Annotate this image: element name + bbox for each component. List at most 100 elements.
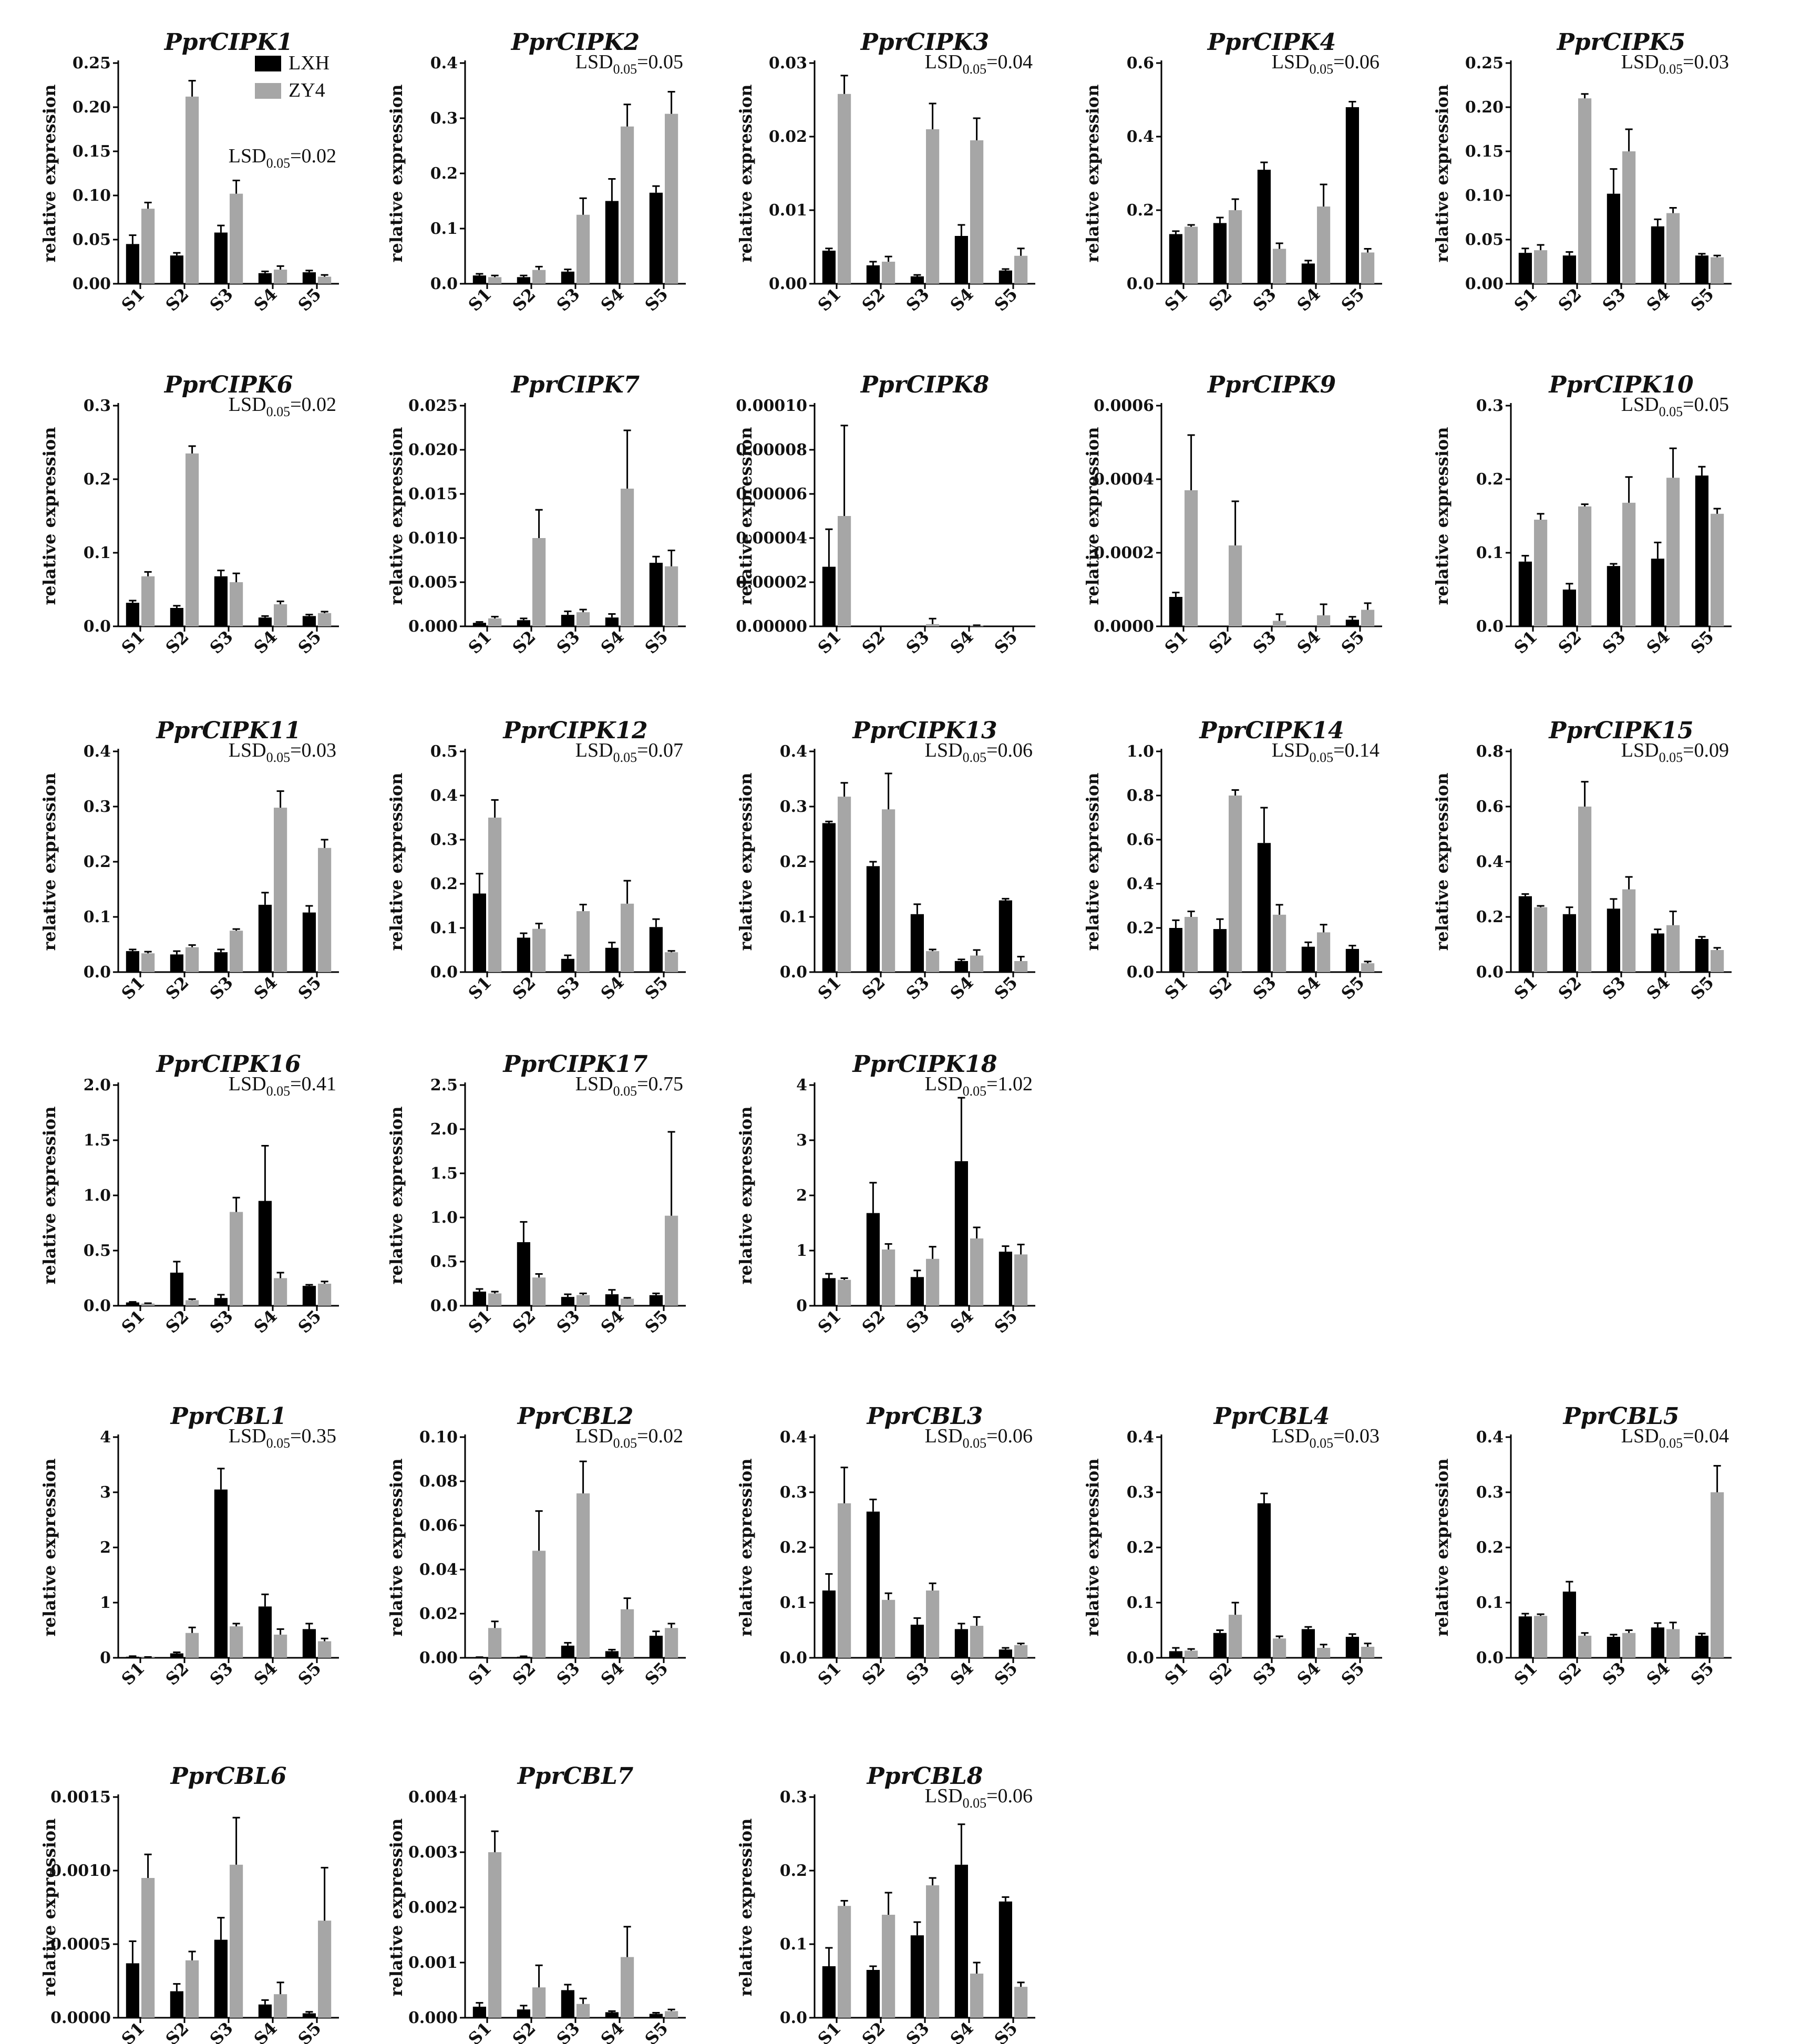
bar-lxh-s5	[1695, 939, 1708, 972]
x-tick-label: S4	[250, 2018, 281, 2044]
y-tick-label: 0.0000	[1094, 617, 1154, 636]
bar-lxh-s2	[1213, 929, 1227, 972]
bar-lxh-s1	[126, 1963, 139, 2018]
bar-lxh-s1	[822, 1278, 836, 1306]
y-tick-label: 0.3	[780, 1788, 807, 1806]
bar-lxh-s5	[998, 270, 1012, 284]
lsd-prefix: LSD	[925, 1073, 963, 1095]
panel-pprcipk18: PprCIPK18 relative expression 0 1 2 3 4 S1 S2 S3 S…	[736, 1051, 1035, 1337]
bar-lxh-s2	[1213, 223, 1227, 284]
x-tick-label: S3	[902, 973, 933, 1004]
lsd-value: =0.04	[1683, 1425, 1729, 1447]
y-tick-label: 0.1	[1476, 1594, 1504, 1612]
bar-lxh-s1	[126, 1302, 139, 1306]
x-tick-label: S3	[553, 973, 584, 1004]
y-axis-label: relative expression	[39, 427, 59, 605]
x-tick-label: S4	[946, 627, 977, 658]
y-tick-label: 0.1	[780, 908, 807, 926]
x-tick-label: S1	[1161, 973, 1192, 1004]
y-axis-label: relative expression	[1083, 773, 1103, 951]
bar-zy4-s4	[970, 1238, 984, 1306]
y-tick-label: 0.08	[419, 1472, 458, 1491]
x-tick-label: S2	[1554, 284, 1586, 315]
lsd-value: =0.05	[637, 51, 683, 73]
lsd-subscript: 0.05	[963, 1436, 987, 1451]
y-tick-label: 0.4	[1476, 853, 1504, 871]
x-tick-label: S2	[509, 627, 540, 658]
y-tick-label: 0.3	[84, 798, 111, 816]
x-tick-label: S1	[465, 2018, 496, 2044]
x-tick-label: S3	[553, 2018, 584, 2044]
y-tick-label: 0.004	[408, 1788, 458, 1806]
bar-lxh-s1	[1518, 253, 1532, 284]
bar-zy4-s1	[838, 1503, 851, 1658]
x-tick-label: S2	[858, 627, 889, 658]
bar-zy4-s4	[1666, 1629, 1680, 1658]
y-tick-label: 0.0	[780, 2009, 807, 2027]
bar-lxh-s2	[517, 277, 530, 284]
panel-pprcipk9: PprCIPK9 relative expression 0.0000 0.0002 0…	[1083, 371, 1382, 658]
y-tick-label: 0.8	[1476, 742, 1504, 761]
y-tick-label: 0.05	[1465, 231, 1504, 249]
x-tick-label: S2	[509, 2018, 540, 2044]
lsd-subscript: 0.05	[613, 1083, 637, 1099]
y-axis-label: relative expression	[736, 1459, 756, 1637]
bar-zy4-s4	[1666, 925, 1680, 972]
bar-lxh-s4	[258, 1201, 272, 1306]
bar-zy4-s3	[926, 624, 940, 626]
x-tick-label: S1	[814, 1306, 845, 1337]
x-tick-label: S5	[641, 284, 672, 315]
bar-lxh-s4	[954, 961, 968, 972]
panel-title: PprCBL1	[170, 1403, 287, 1430]
bar-zy4-s1	[141, 953, 155, 972]
bar-lxh-s3	[561, 1645, 574, 1658]
x-tick-label: S3	[1249, 284, 1280, 315]
bar-zy4-s5	[665, 113, 678, 284]
lsd-value: =0.41	[290, 1073, 336, 1095]
y-tick-label: 3	[100, 1483, 111, 1502]
lsd-subscript: 0.05	[1659, 404, 1683, 419]
y-tick-label: 0.00000	[736, 617, 807, 636]
y-tick-label: 0.4	[780, 742, 807, 761]
y-tick-label: 0.2	[1127, 1539, 1154, 1557]
bar-lxh-s5	[1345, 107, 1359, 284]
panel-title: PprCIPK4	[1207, 29, 1336, 56]
y-tick-label: 0.2	[84, 470, 111, 489]
bar-zy4-s2	[882, 1249, 895, 1306]
y-tick-label: 0.0	[780, 963, 807, 982]
x-tick-label: S2	[1205, 1658, 1236, 1689]
y-tick-label: 0.0	[1127, 963, 1154, 982]
y-tick-label: 0.0	[1476, 1649, 1504, 1667]
bar-zy4-s3	[230, 1212, 243, 1306]
x-tick-label: S2	[162, 973, 193, 1004]
lsd-subscript: 0.05	[1310, 1436, 1334, 1451]
x-tick-label: S2	[162, 627, 193, 658]
bar-zy4-s1	[1185, 1650, 1198, 1658]
y-tick-label: 0.3	[430, 109, 458, 128]
bar-zy4-s5	[665, 1628, 678, 1658]
y-axis-label: relative expression	[39, 1459, 59, 1637]
lsd-subscript: 0.05	[963, 61, 987, 77]
y-axis-label: relative expression	[736, 773, 756, 951]
bar-lxh-s5	[302, 1629, 316, 1658]
x-tick-label: S2	[858, 1306, 889, 1337]
bar-zy4-s2	[1578, 1636, 1592, 1658]
bar-zy4-s2	[882, 1915, 895, 2018]
y-tick-label: 0.0006	[1094, 397, 1154, 415]
bar-zy4-s5	[1711, 1492, 1724, 1658]
x-tick-label: S4	[946, 973, 977, 1004]
panel-pprcipk5: PprCIPK5 relative expression 0.00 0.05 0.10 0…	[1432, 29, 1732, 315]
panel-title: PprCIPK14	[1198, 717, 1344, 744]
x-tick-label: S2	[509, 284, 540, 315]
bar-zy4-s3	[926, 951, 940, 972]
x-tick-label: S2	[509, 973, 540, 1004]
bar-lxh-s4	[1651, 933, 1664, 972]
y-tick-label: 0.4	[1476, 1428, 1504, 1447]
bar-lxh-s5	[649, 1295, 663, 1306]
bar-zy4-s1	[1185, 226, 1198, 284]
bar-lxh-s1	[472, 275, 486, 284]
y-axis-label: relative expression	[1432, 85, 1452, 263]
bar-zy4-s3	[1273, 621, 1286, 626]
y-tick-label: 0.0	[430, 275, 458, 293]
bar-lxh-s5	[998, 1901, 1012, 2018]
